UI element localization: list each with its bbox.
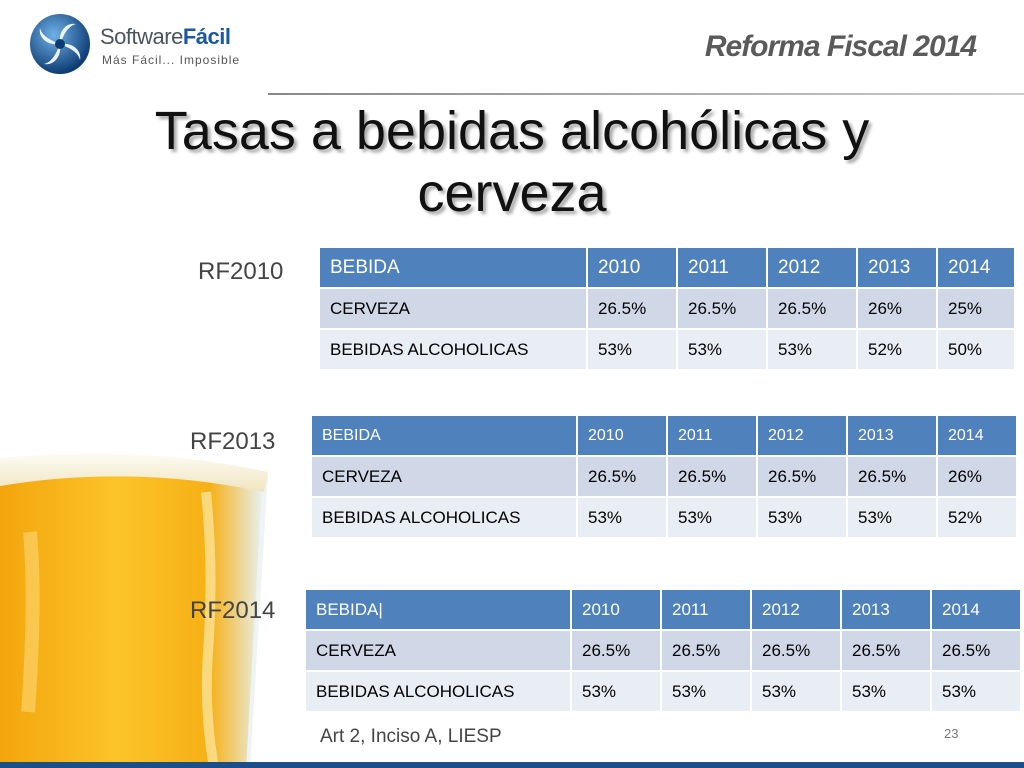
- logo-wordmark: SoftwareFácil: [100, 24, 231, 49]
- column-header: 2011: [676, 246, 768, 289]
- table-cell: 53%: [576, 496, 668, 539]
- header-divider: [268, 93, 1024, 95]
- column-header: 2013: [856, 246, 938, 289]
- table-cell: 26.5%: [756, 455, 848, 498]
- table-cell: 52%: [936, 496, 1018, 539]
- table-cell: 53%: [666, 496, 758, 539]
- softwarefacil-logo: SoftwareFácil Más Fácil... Imposible: [28, 10, 268, 80]
- table-cell: 53%: [766, 328, 858, 371]
- column-header: 2011: [666, 414, 758, 457]
- table-cell: 26.5%: [570, 629, 662, 672]
- source-note: Art 2, Inciso A, LIESP: [320, 726, 502, 747]
- table-cell: 26.5%: [660, 629, 752, 672]
- table-cell: 53%: [930, 670, 1022, 713]
- slide-title: Tasas a bebidas alcohólicas y cerveza: [0, 100, 1024, 224]
- table-cell: 26.5%: [576, 455, 668, 498]
- table-cell: 26.5%: [930, 629, 1022, 672]
- table-cell: 53%: [586, 328, 678, 371]
- table-cell: CERVEZA: [318, 287, 588, 330]
- column-header: 2014: [936, 414, 1018, 457]
- table-row: CERVEZA 26.5% 26.5% 26.5% 26.5% 26.5%: [304, 629, 1022, 672]
- table-cell: 53%: [570, 670, 662, 713]
- table-row: BEBIDAS ALCOHOLICAS 53% 53% 53% 53% 53%: [304, 670, 1022, 713]
- table-cell: BEBIDAS ALCOHOLICAS: [310, 496, 578, 539]
- column-header: 2014: [936, 246, 1016, 289]
- column-header: 2012: [756, 414, 848, 457]
- column-header: 2010: [586, 246, 678, 289]
- table-cell: BEBIDAS ALCOHOLICAS: [318, 328, 588, 371]
- slide-title-line-1: Tasas a bebidas alcohólicas y: [154, 101, 870, 161]
- table-cell: 26%: [856, 287, 938, 330]
- brand-title: Reforma Fiscal 2014: [704, 30, 977, 63]
- rates-table-rf2010: BEBIDA 2010 2011 2012 2013 2014 CERVEZA …: [318, 246, 1016, 371]
- table-cell: 53%: [676, 328, 768, 371]
- table-cell: 26.5%: [666, 455, 758, 498]
- table-row: BEBIDAS ALCOHOLICAS 53% 53% 53% 52% 50%: [318, 328, 1016, 371]
- table-cell: 52%: [856, 328, 938, 371]
- table-label-rf2013: RF2013: [190, 428, 276, 455]
- footer-bar: [0, 762, 1024, 768]
- table-cell: 53%: [660, 670, 752, 713]
- table-label-rf2014: RF2014: [190, 597, 276, 624]
- column-header: 2011: [660, 588, 752, 631]
- logo-tagline: Más Fácil... Imposible: [102, 53, 241, 67]
- table-cell: 25%: [936, 287, 1016, 330]
- page-number: 23: [944, 726, 959, 741]
- table-cell: CERVEZA: [304, 629, 572, 672]
- table-cell: 26.5%: [750, 629, 842, 672]
- table-row: CERVEZA 26.5% 26.5% 26.5% 26.5% 26%: [310, 455, 1018, 498]
- table-row: BEBIDAS ALCOHOLICAS 53% 53% 53% 53% 52%: [310, 496, 1018, 539]
- table-cell: 53%: [756, 496, 848, 539]
- column-header: 2012: [766, 246, 858, 289]
- table-cell: 26.5%: [676, 287, 768, 330]
- table-cell: 26.5%: [846, 455, 938, 498]
- slide-title-line-2: cerveza: [417, 163, 607, 223]
- table-cell: BEBIDAS ALCOHOLICAS: [304, 670, 572, 713]
- table-cell: CERVEZA: [310, 455, 578, 498]
- column-header: 2010: [570, 588, 662, 631]
- table-cell: 26.5%: [766, 287, 858, 330]
- table-cell: 53%: [840, 670, 932, 713]
- column-header: BEBIDA: [310, 414, 578, 457]
- table-header-row: BEBIDA 2010 2011 2012 2013 2014: [318, 246, 1016, 289]
- table-header-row: BEBIDA 2010 2011 2012 2013 2014: [310, 414, 1018, 457]
- column-header: 2013: [840, 588, 932, 631]
- rates-table-rf2013: BEBIDA 2010 2011 2012 2013 2014 CERVEZA …: [310, 414, 1018, 539]
- table-cell: 26.5%: [586, 287, 678, 330]
- column-header: BEBIDA: [318, 246, 588, 289]
- column-header: 2010: [576, 414, 668, 457]
- table-header-row: BEBIDA| 2010 2011 2012 2013 2014: [304, 588, 1022, 631]
- table-cell: 26%: [936, 455, 1018, 498]
- table-label-rf2010: RF2010: [198, 258, 284, 285]
- table-row: CERVEZA 26.5% 26.5% 26.5% 26% 25%: [318, 287, 1016, 330]
- table-cell: 50%: [936, 328, 1016, 371]
- column-header: BEBIDA|: [304, 588, 572, 631]
- column-header: 2012: [750, 588, 842, 631]
- rates-table-rf2014: BEBIDA| 2010 2011 2012 2013 2014 CERVEZA…: [304, 588, 1022, 713]
- table-cell: 53%: [846, 496, 938, 539]
- table-cell: 53%: [750, 670, 842, 713]
- column-header: 2014: [930, 588, 1022, 631]
- table-cell: 26.5%: [840, 629, 932, 672]
- swirl-logo-icon: [30, 14, 90, 74]
- column-header: 2013: [846, 414, 938, 457]
- beer-glass-image: [0, 453, 268, 768]
